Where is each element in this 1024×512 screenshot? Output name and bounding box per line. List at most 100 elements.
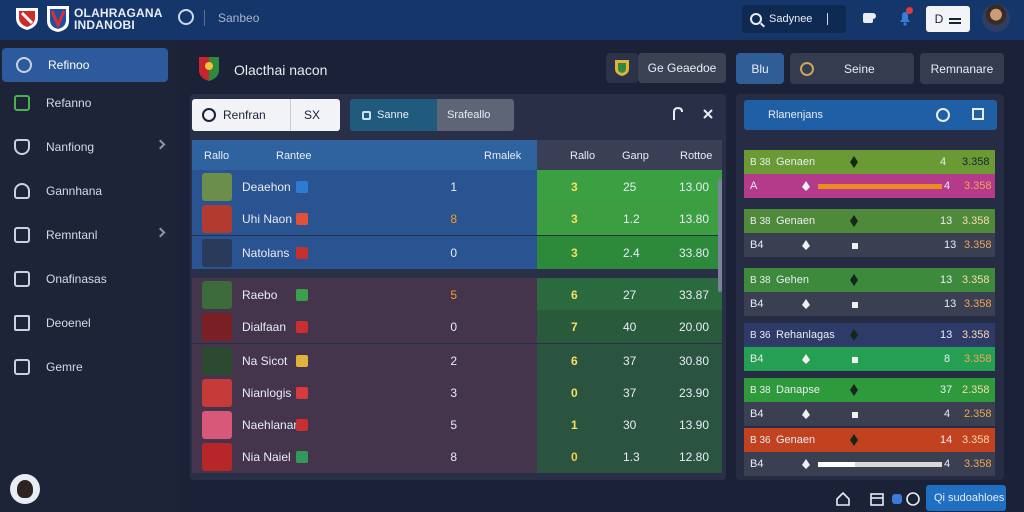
compass-icon[interactable] [178,9,194,25]
group-sub-value: 13 [944,298,957,310]
table-row[interactable]: Naehlanan 5 [192,408,537,441]
player-points: 0 [450,319,457,334]
tab-remnanare[interactable]: Remnanare [920,53,1004,84]
group-sub-code: A [750,180,758,192]
group-sub-value: 4 [944,180,951,192]
table-header [192,140,537,172]
group-sub-value: 13 [944,239,957,251]
top-search-hint[interactable]: Sanbeo [218,11,260,25]
table-row[interactable]: Nianlogis 3 [192,376,537,409]
user-menu-button[interactable]: D [926,6,970,32]
player-name: Nianlogis [242,385,292,400]
col-name[interactable]: Rantee [276,150,312,162]
sidebar-item-3[interactable]: Nanfiong [0,130,170,164]
tab-sx[interactable]: SX [304,108,321,122]
player-photo [202,280,232,309]
sidebar-item-5[interactable]: Remntanl [0,218,170,252]
progress-bar [818,462,942,467]
group-name: Gehen [776,274,810,286]
player-points: 8 [450,211,457,226]
player-name: Uhi Naon [242,211,293,226]
close-icon[interactable] [700,106,716,122]
footer-action-button[interactable]: Qi sudoahloes [926,485,1006,511]
brand-shield-icon [16,8,38,30]
stat-1: 0 [571,449,578,464]
drop-icon [802,409,810,419]
sidebar-item-1[interactable]: Refinoo [2,48,168,82]
group-row[interactable]: B 38 Gehen 13 3.358 [744,268,995,292]
table-row[interactable]: Uhi Naon 8 [192,202,537,235]
search-label: Sadynee [769,13,813,25]
search-input[interactable]: Sadynee [742,5,846,33]
group-row[interactable]: B 36 Rehanlagas 13 3.358 [744,323,995,347]
table-row[interactable]: Raebo 5 [192,278,537,311]
country-flag-icon [296,288,308,301]
expand-icon[interactable] [972,108,984,120]
brand-name: OLAHRAGANA INDANOBI [74,6,163,32]
sidebar-item-2[interactable]: Refanno [0,86,170,120]
segment-sanne[interactable]: Sanne [350,99,437,131]
stat-3: 12.80 [679,449,710,464]
group-subrow: A 4 3.358 [744,174,995,198]
stat-2: 25 [623,179,637,194]
col-rank[interactable]: Rallo [204,150,230,162]
sidebar-item-6[interactable]: Onafinasas [0,262,170,296]
crest-icon [615,60,629,76]
tab-seine[interactable]: Seine [790,53,914,84]
help-icon[interactable] [906,492,920,506]
country-flag-icon [296,418,308,431]
sidebar-avatar[interactable] [10,474,40,504]
table-row[interactable]: Deaehon 1 [192,170,537,203]
footer-action-label: Qi sudoahloes [934,492,1005,504]
list-icon [14,359,30,375]
schedule-button[interactable]: Ge Geaedoe [638,53,726,83]
stat-1: 3 [571,245,578,260]
trophy-icon [14,95,30,111]
tab-blu[interactable]: Blu [736,53,784,84]
col-stat1[interactable]: Rallo [570,150,596,162]
puzzle-icon[interactable] [860,9,878,27]
refresh-icon[interactable] [936,108,950,122]
group-name: Genaen [776,434,816,446]
table-row[interactable]: Dialfaan 0 [192,310,537,343]
table-row[interactable]: Na Sicot 2 [192,344,537,377]
segment-srafeallo[interactable]: Srafeallo [437,99,514,131]
link-icon[interactable] [670,106,686,122]
group-row[interactable]: B 38 Genaen 13 3.358 [744,209,995,233]
bell-icon[interactable] [890,492,904,506]
group-sub-score: 3.358 [964,458,992,470]
tab-renfran[interactable]: Renfran [202,108,266,122]
avatar[interactable] [982,4,1010,32]
home-icon[interactable] [836,492,850,506]
player-points: 2 [450,353,457,368]
standings-header: Rlanenjans [744,100,997,130]
sidebar-item-label: Remntanl [46,228,98,242]
group-value: 13 [940,274,953,286]
country-flag-icon [296,354,308,367]
calendar-icon[interactable] [870,492,884,506]
bell-icon[interactable] [896,9,914,27]
table-row[interactable]: Natolans 0 [192,236,537,269]
stats-row: 0 37 23.90 [537,376,722,409]
stat-1: 0 [571,385,578,400]
sidebar-item-7[interactable]: Deoenel [0,306,170,340]
group-row[interactable]: B 38 Danapse 37 2.358 [744,378,995,402]
scrollbar[interactable] [718,180,722,292]
menu-lines-icon [949,18,962,20]
drop-icon [802,299,810,309]
col-points[interactable]: Rmalek [484,150,522,162]
table-row[interactable]: Nia Naiel 8 [192,440,537,473]
group-subrow: B4 8 3.358 [744,347,995,371]
group-code: B 38 [750,215,771,227]
crest-button[interactable] [606,53,638,83]
col-stat3[interactable]: Rottoe [680,150,713,162]
settings-icon [800,61,814,76]
group-row[interactable]: B 38 Genaen 4 3.358 [744,150,995,174]
group-row[interactable]: B 36 Genaen 14 3.358 [744,428,995,452]
col-stat2[interactable]: Ganp [622,150,649,162]
user-menu-label: D [934,12,944,26]
filter-icon [362,110,371,120]
chevron-right-icon [155,227,166,238]
sidebar-item-4[interactable]: Gannhana [0,174,170,208]
sidebar-item-8[interactable]: Gemre [0,350,170,384]
